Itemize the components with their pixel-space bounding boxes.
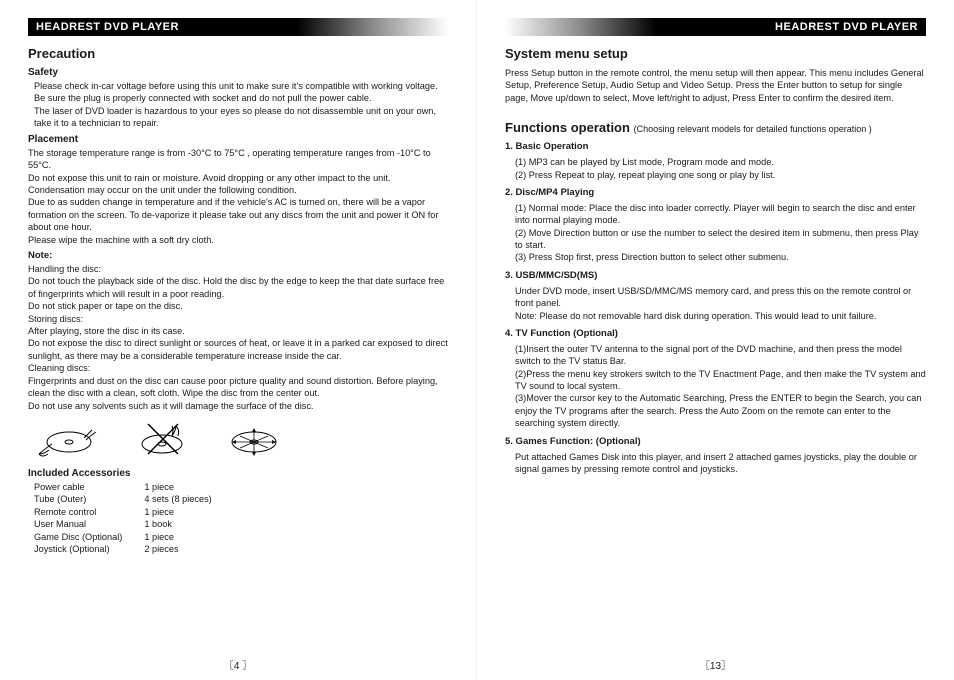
f3-l2: Note: Please do not removable hard disk …	[515, 310, 926, 322]
f4-heading: 4. TV Function (Optional)	[505, 328, 926, 341]
safety-p1: Please check in-car voltage before using…	[34, 80, 448, 92]
f2-l1: (1) Normal mode: Place the disc into loa…	[515, 202, 926, 227]
safety-p3: The laser of DVD loader is hazardous to …	[34, 105, 448, 130]
f5-heading: 5. Games Function: (Optional)	[505, 436, 926, 449]
f2-heading: 2. Disc/MP4 Playing	[505, 187, 926, 200]
functions-hint: (Choosing relevant models for detailed f…	[634, 124, 872, 134]
f5-l1: Put attached Games Disk into this player…	[515, 451, 926, 476]
note-p2: Do not stick paper or tape on the disc.	[28, 300, 448, 312]
note-p3: After playing, store the disc in its cas…	[28, 325, 448, 337]
page-number-left: 〖4 〗	[0, 657, 476, 672]
f1-heading: 1. Basic Operation	[505, 141, 926, 154]
accessories-heading: Included Accessories	[28, 468, 448, 479]
f2-l3: (3) Press Stop first, press Direction bu…	[515, 251, 926, 263]
placement-p2: Do not expose this unit to rain or moist…	[28, 172, 448, 184]
table-row: Game Disc (Optional)1 piece	[34, 531, 234, 543]
page-left: HEADREST DVD PLAYER Precaution Safety Pl…	[0, 0, 477, 680]
f3-heading: 3. USB/MMC/SD(MS)	[505, 270, 926, 283]
page-right: HEADREST DVD PLAYER System menu setup Pr…	[477, 0, 954, 680]
f1-l2: (2) Press Repeat to play, repeat playing…	[515, 169, 926, 181]
f4-l3: (3)Mover the cursor key to the Automatic…	[515, 392, 926, 429]
note-p4: Do not expose the disc to direct sunligh…	[28, 337, 448, 362]
page-spread: HEADREST DVD PLAYER Precaution Safety Pl…	[0, 0, 954, 680]
illustration-row	[34, 420, 448, 462]
placement-p4: Due to as sudden change in temperature a…	[28, 196, 448, 233]
f4-l1: (1)Insert the outer TV antenna to the si…	[515, 343, 926, 368]
f2-l2: (2) Move Direction button or use the num…	[515, 227, 926, 252]
disc-hold-icon	[34, 420, 104, 462]
page-number-right: 〖13〗	[477, 657, 954, 672]
placement-heading: Placement	[28, 134, 448, 145]
note-p5: Fingerprints and dust on the disc can ca…	[28, 375, 448, 400]
note-heading: Note:	[28, 250, 448, 263]
table-row: Joystick (Optional)2 pieces	[34, 543, 234, 555]
header-bar-left: HEADREST DVD PLAYER	[28, 18, 448, 36]
note-h3: Cleaning discs:	[28, 362, 448, 374]
safety-p2: Be sure the plug is properly connected w…	[34, 92, 448, 104]
system-menu-body: Press Setup button in the remote control…	[505, 67, 926, 104]
note-h2: Storing discs:	[28, 313, 448, 325]
accessories-table: Power cable1 piece Tube (Outer)4 sets (8…	[34, 481, 234, 556]
table-row: Remote control1 piece	[34, 506, 234, 518]
placement-p3: Condensation may occur on the unit under…	[28, 184, 448, 196]
safety-heading: Safety	[28, 67, 448, 78]
disc-wipe-icon	[224, 420, 284, 462]
table-row: Power cable1 piece	[34, 481, 234, 493]
placement-p5: Please wipe the machine with a soft dry …	[28, 234, 448, 246]
f3-l1: Under DVD mode, insert USB/SD/MMC/MS mem…	[515, 285, 926, 310]
system-menu-title: System menu setup	[505, 46, 926, 61]
disc-no-touch-icon	[134, 420, 194, 462]
note-p6: Do not use any solvents such as it will …	[28, 400, 448, 412]
precaution-title: Precaution	[28, 46, 448, 61]
note-p1: Do not touch the playback side of the di…	[28, 275, 448, 300]
functions-title: Functions operation (Choosing relevant m…	[505, 120, 926, 135]
functions-title-text: Functions operation	[505, 120, 630, 135]
f1-l1: (1) MP3 can be played by List mode, Prog…	[515, 156, 926, 168]
f4-l2: (2)Press the menu key strokers switch to…	[515, 368, 926, 393]
table-row: User Manual1 book	[34, 518, 234, 530]
table-row: Tube (Outer)4 sets (8 pieces)	[34, 493, 234, 505]
header-bar-right: HEADREST DVD PLAYER	[505, 18, 926, 36]
placement-p1: The storage temperature range is from -3…	[28, 147, 448, 172]
note-h1: Handling the disc:	[28, 263, 448, 275]
